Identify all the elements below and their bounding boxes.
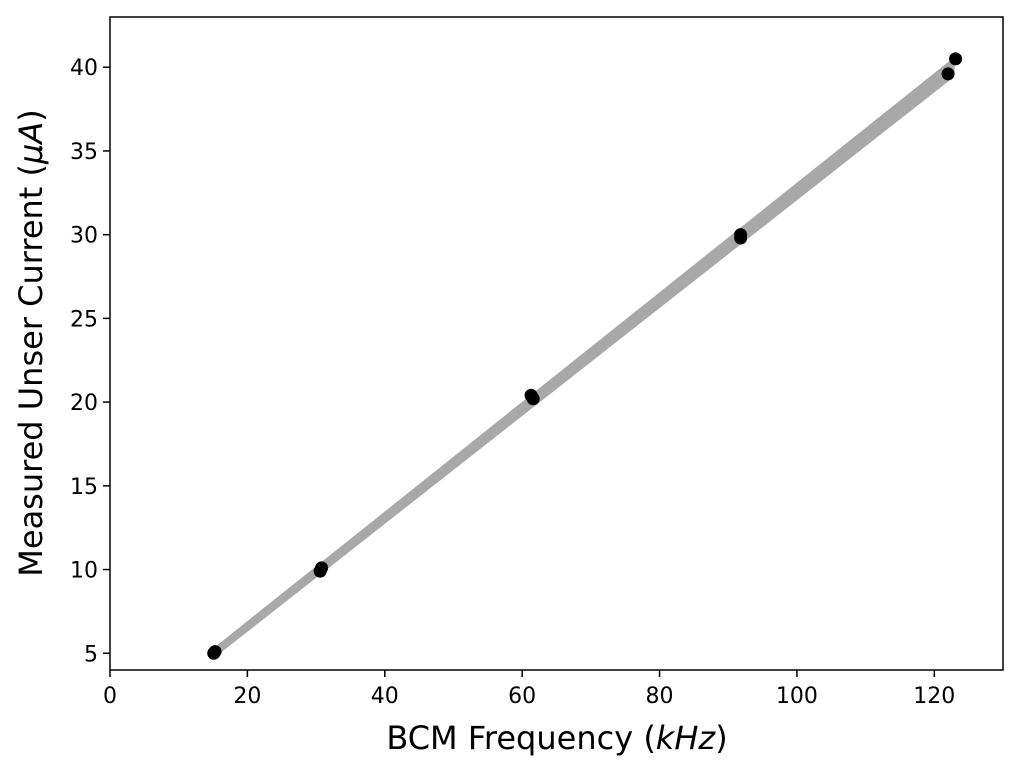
y-axis-label-close: ) — [12, 109, 50, 121]
x-axis-label-close: ) — [715, 719, 727, 757]
plot-frame — [109, 16, 1004, 671]
data-point — [315, 561, 329, 575]
y-tick-label: 5 — [84, 642, 98, 667]
data-point — [949, 52, 963, 66]
x-tick-label: 60 — [508, 684, 536, 709]
data-point — [734, 228, 748, 242]
data-point — [208, 645, 222, 659]
y-tick-label: 30 — [70, 224, 98, 249]
y-tick-label: 20 — [70, 391, 98, 416]
data-point — [526, 392, 540, 406]
y-axis-ticks: 5 10 15 20 25 30 35 40 — [70, 56, 110, 667]
y-axis-label-text: Measured Unser Current ( — [12, 164, 50, 577]
x-tick-label: 120 — [913, 684, 955, 709]
x-tick-label: 20 — [233, 684, 261, 709]
x-tick-label: 40 — [371, 684, 399, 709]
x-tick-label: 0 — [103, 684, 117, 709]
y-tick-label: 15 — [70, 475, 98, 500]
x-tick-label: 100 — [776, 684, 818, 709]
y-axis-label-unit: μA — [12, 122, 50, 165]
y-tick-label: 40 — [70, 56, 98, 81]
data-point — [941, 67, 955, 81]
y-axis-label: Measured Unser Current (μA) — [12, 109, 50, 576]
y-tick-label: 35 — [70, 140, 98, 165]
x-axis-label-text: BCM Frequency ( — [386, 719, 655, 757]
data-points-layer — [207, 52, 963, 660]
x-axis-ticks: 0 20 40 60 80 100 120 — [103, 670, 955, 709]
y-tick-label: 25 — [70, 307, 98, 332]
x-axis-label-unit: kHz — [656, 719, 717, 757]
x-axis-label: BCM Frequency (kHz) — [386, 719, 727, 757]
y-tick-label: 10 — [70, 559, 98, 584]
x-tick-label: 80 — [646, 684, 674, 709]
